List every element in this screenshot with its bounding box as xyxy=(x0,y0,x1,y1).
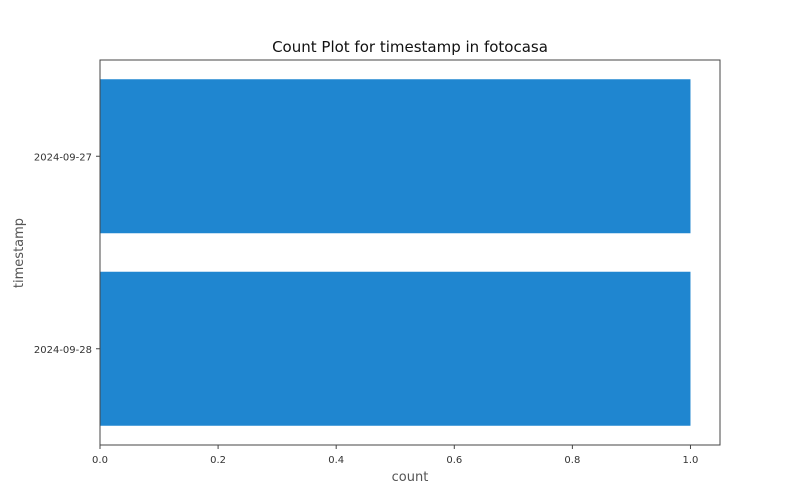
bar xyxy=(100,271,691,426)
bar xyxy=(100,79,691,234)
y-axis-label: timestamp xyxy=(12,218,27,288)
x-tick-label: 0.6 xyxy=(446,455,462,466)
x-tick-label: 0.0 xyxy=(92,455,108,466)
x-tick-label: 1.0 xyxy=(683,455,699,466)
chart-title: Count Plot for timestamp in fotocasa xyxy=(272,38,548,56)
x-tick-label: 0.4 xyxy=(328,455,344,466)
plot-area: 2024-09-27 2024-09-28 0.0 0.2 0.4 0.6 0.8 1.0 xyxy=(34,79,699,466)
x-axis-label: count xyxy=(392,470,429,485)
y-tick-label: 2024-09-28 xyxy=(34,345,92,356)
axes-frame xyxy=(99,59,721,446)
x-tick-label: 0.2 xyxy=(210,455,226,466)
x-tick-label: 0.8 xyxy=(564,455,580,466)
y-tick-label: 2024-09-27 xyxy=(34,152,92,163)
